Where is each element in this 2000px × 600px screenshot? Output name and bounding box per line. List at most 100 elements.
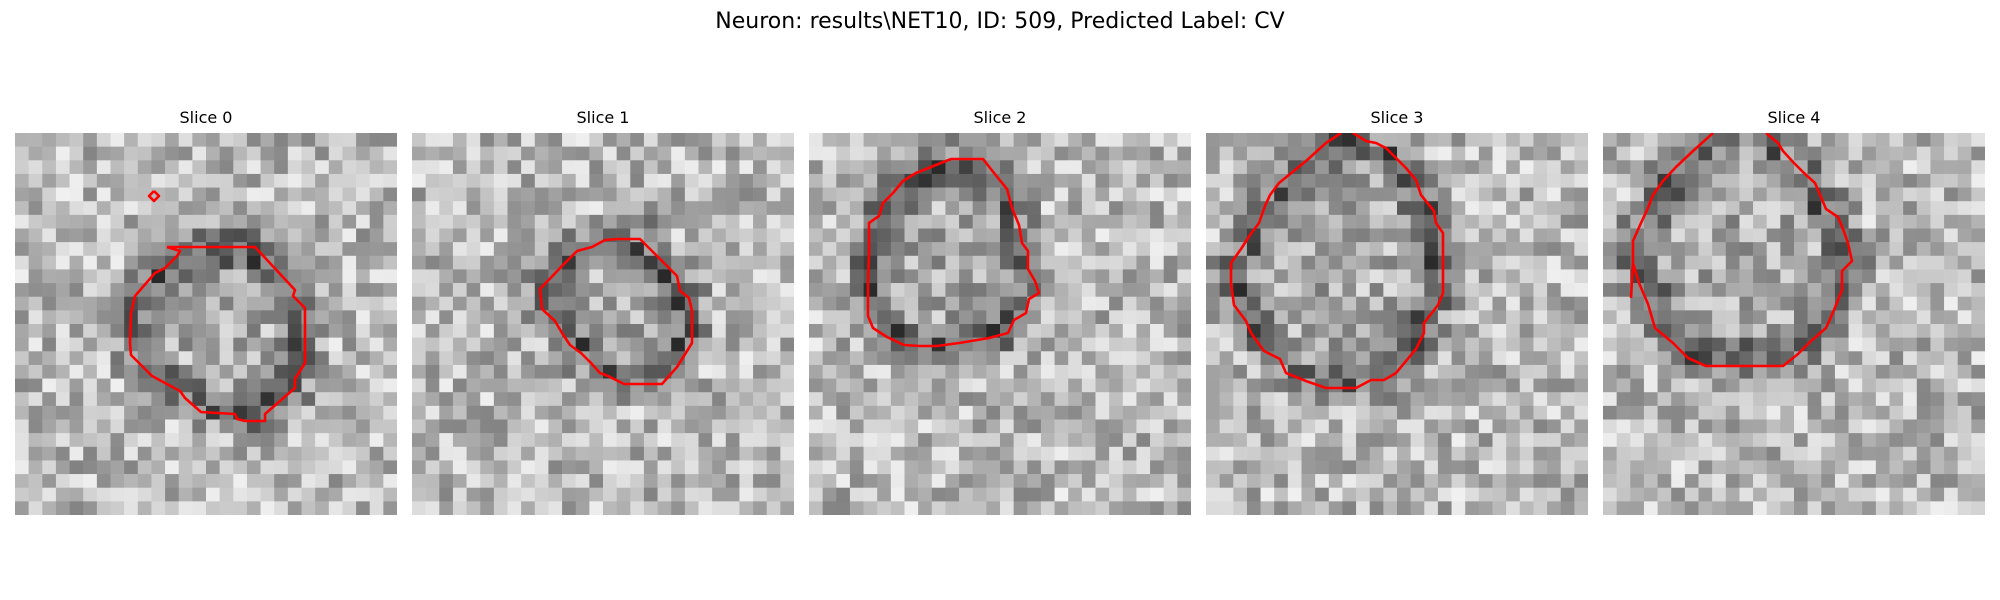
pixel-cell [42,173,57,188]
pixel-cell [1328,378,1343,393]
pixel-cell [1547,419,1562,434]
pixel-cell [698,242,713,257]
pixel-cell [931,324,946,338]
pixel-cell [918,392,933,407]
pixel-cell [287,133,302,147]
pixel-cell [1109,433,1124,448]
pixel-cell [1698,296,1713,311]
pixel-cell [1547,160,1562,175]
pixel-cell [1219,364,1234,379]
pixel-cell [1383,446,1398,461]
pixel-cell [1424,460,1439,475]
pixel-cell [1177,364,1191,379]
pixel-cell [1150,146,1165,161]
pixel-cell [1875,324,1890,338]
pixel-cell [698,187,713,202]
pixel-cell [206,255,220,270]
pixel-cell [1122,364,1137,379]
pixel-cell [1684,392,1699,407]
pixel-cell [219,351,234,366]
pixel-cell [369,501,384,515]
pixel-cell [480,214,495,229]
pixel-cell [315,310,330,325]
pixel-cell [1287,351,1302,366]
pixel-cell [766,228,781,243]
pixel-cell [877,337,892,352]
pixel-cell [124,187,139,202]
pixel-cell [1725,474,1740,489]
pixel-cell [1410,201,1425,216]
pixel-cell [753,228,768,243]
pixel-cell [1177,228,1191,243]
pixel-cell [534,146,549,161]
pixel-cell [206,487,220,502]
pixel-cell [165,146,180,161]
pixel-cell [1807,242,1822,257]
pixel-cell [1383,201,1398,216]
pixel-cell [1095,255,1110,270]
pixel-cell [972,501,987,515]
pixel-cell [219,283,234,298]
pixel-cell [1260,419,1275,434]
pixel-cell [1603,419,1617,434]
pixel-cell [1465,351,1480,366]
pixel-cell [1903,283,1918,298]
pixel-cell [83,364,98,379]
pixel-cell [986,187,1001,202]
pixel-cell [1794,446,1808,461]
pixel-cell [863,433,878,448]
pixel-cell [1122,214,1137,229]
pixel-cell [439,405,454,420]
pixel-cell [274,310,289,325]
pixel-cell [151,228,166,243]
pixel-cell [439,501,454,515]
pixel-cell [548,351,563,366]
pixel-cell [301,392,316,407]
pixel-cell [342,133,357,147]
pixel-cell [1834,201,1849,216]
pixel-cell [1657,460,1672,475]
pixel-cell [219,487,234,502]
pixel-cell [110,351,125,366]
pixel-cell [959,487,974,502]
pixel-cell [507,460,522,475]
pixel-cell [1027,501,1042,515]
pixel-cell [1698,269,1713,284]
pixel-cell [1848,146,1863,161]
pixel-cell [1163,337,1178,352]
pixel-cell [1875,269,1890,284]
pixel-cell [548,337,563,352]
pixel-cell [890,405,905,420]
pixel-cell [110,201,125,216]
pixel-cell [918,173,933,188]
pixel-cell [753,160,768,175]
pixel-cell [1519,487,1534,502]
pixel-cell [1492,214,1507,229]
pixel-cell [877,283,892,298]
pixel-cell [616,351,631,366]
pixel-cell [356,283,371,298]
pixel-cell [1519,283,1534,298]
pixel-cell [260,242,275,257]
pixel-cell [1068,487,1083,502]
pixel-cell [151,255,166,270]
pixel-cell [466,173,481,188]
pixel-cell [877,187,892,202]
pixel-cell [809,460,823,475]
pixel-cell [83,242,98,257]
pixel-cell [1369,501,1384,515]
pixel-cell [1657,433,1672,448]
pixel-cell [466,214,481,229]
pixel-cell [1163,351,1178,366]
pixel-cell [1533,446,1548,461]
pixel-cell [1287,310,1302,325]
pixel-cell [1233,173,1248,188]
pixel-cell [959,405,974,420]
pixel-cell [466,419,481,434]
pixel-cell [1560,214,1575,229]
pixel-cell [1040,160,1055,175]
pixel-cell [1397,201,1411,216]
pixel-cell [863,364,878,379]
pixel-cell [1875,378,1890,393]
pixel-cell [1916,296,1931,311]
